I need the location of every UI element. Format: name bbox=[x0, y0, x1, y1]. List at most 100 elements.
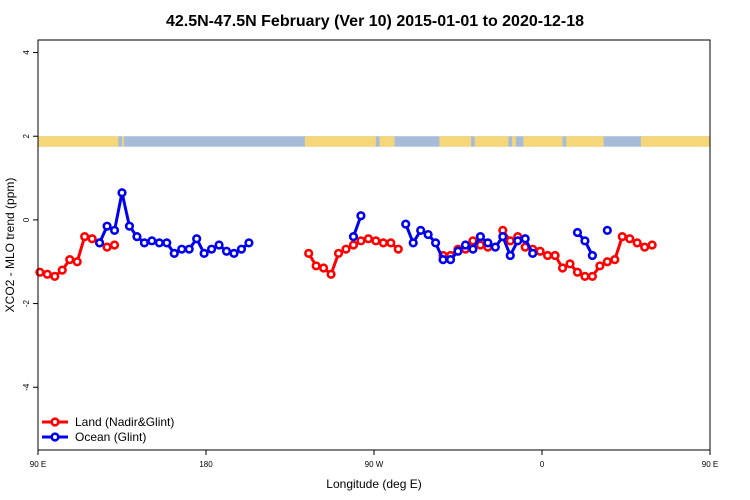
data-point bbox=[184, 244, 194, 254]
series-layer bbox=[35, 188, 657, 281]
y-axis-label: XCO2 - MLO trend (ppm) bbox=[3, 178, 17, 313]
data-point bbox=[580, 271, 590, 281]
data-point bbox=[94, 238, 105, 248]
land-band-segment bbox=[640, 136, 710, 147]
data-point bbox=[139, 238, 149, 248]
legend-marker bbox=[50, 432, 60, 442]
data-point bbox=[132, 232, 142, 242]
surface-type-band bbox=[38, 136, 710, 147]
data-point bbox=[445, 255, 456, 265]
data-point bbox=[147, 236, 157, 246]
data-point bbox=[378, 238, 388, 248]
x-tick-label: 90 E bbox=[702, 460, 718, 469]
data-point bbox=[535, 246, 545, 256]
plot-frame bbox=[37, 39, 711, 451]
data-point bbox=[363, 234, 374, 244]
data-point bbox=[124, 221, 135, 231]
data-point bbox=[207, 244, 217, 254]
series-ocean bbox=[94, 188, 612, 265]
data-point bbox=[565, 259, 575, 269]
data-point bbox=[162, 238, 172, 248]
axes: 90 E 180 90 W 0 90 E -4 -2 0 2 4 bbox=[22, 50, 718, 469]
data-point bbox=[244, 238, 254, 248]
data-point bbox=[640, 242, 650, 252]
data-point bbox=[475, 232, 486, 242]
y-tick-label: -4 bbox=[22, 383, 31, 391]
data-point bbox=[468, 244, 478, 254]
land-band-segment bbox=[566, 136, 604, 147]
data-point bbox=[393, 244, 403, 254]
data-point bbox=[87, 234, 97, 244]
data-point bbox=[505, 250, 515, 261]
data-point bbox=[221, 246, 232, 256]
data-point bbox=[505, 236, 515, 246]
data-point bbox=[348, 240, 359, 250]
x-tick-label: 180 bbox=[199, 460, 213, 469]
data-point bbox=[513, 236, 523, 246]
land-band-segment bbox=[512, 136, 516, 147]
data-point bbox=[632, 238, 642, 248]
data-point bbox=[117, 188, 127, 198]
data-point bbox=[326, 269, 336, 279]
data-point bbox=[386, 238, 396, 248]
data-point bbox=[595, 261, 605, 271]
data-point bbox=[602, 225, 612, 235]
data-point bbox=[42, 269, 52, 279]
legend-label: Land (Nadir&Glint) bbox=[75, 415, 174, 429]
data-point bbox=[528, 248, 538, 258]
data-point bbox=[311, 261, 321, 271]
data-point bbox=[371, 236, 381, 246]
data-point bbox=[80, 232, 90, 242]
data-point bbox=[580, 236, 590, 246]
data-point bbox=[341, 244, 351, 254]
data-point bbox=[498, 232, 508, 242]
data-point bbox=[192, 234, 202, 244]
data-point bbox=[572, 267, 583, 277]
data-point bbox=[490, 242, 500, 252]
data-point bbox=[348, 232, 359, 242]
series-land bbox=[35, 225, 657, 281]
data-point bbox=[109, 225, 120, 235]
data-point bbox=[431, 238, 441, 248]
x-tick-label: 90 W bbox=[365, 460, 384, 469]
data-point bbox=[356, 211, 366, 221]
legend-marker bbox=[50, 417, 60, 427]
data-point bbox=[72, 257, 82, 267]
data-point bbox=[177, 244, 187, 254]
data-point bbox=[647, 240, 657, 250]
data-point bbox=[483, 238, 493, 248]
data-point bbox=[587, 250, 598, 261]
data-point bbox=[229, 248, 239, 258]
y-tick-label: 4 bbox=[22, 50, 31, 55]
series-line bbox=[98, 191, 250, 255]
land-band-segment bbox=[38, 136, 119, 147]
land-band-segment bbox=[474, 136, 509, 147]
land-band-segment bbox=[122, 136, 124, 147]
land-band-segment bbox=[523, 136, 563, 147]
y-tick-label: 0 bbox=[22, 217, 31, 222]
data-point bbox=[236, 244, 247, 254]
data-point bbox=[304, 248, 314, 258]
data-point bbox=[199, 248, 209, 258]
data-point bbox=[542, 250, 553, 261]
x-tick-label: 90 E bbox=[30, 460, 46, 469]
data-point bbox=[602, 257, 612, 267]
data-point bbox=[587, 271, 598, 281]
data-point bbox=[453, 246, 463, 256]
legend-label: Ocean (Glint) bbox=[75, 430, 146, 444]
data-point bbox=[520, 234, 530, 244]
data-point bbox=[460, 240, 471, 250]
data-point bbox=[102, 242, 112, 252]
land-band-segment bbox=[439, 136, 472, 147]
land-band-segment bbox=[304, 136, 376, 147]
data-point bbox=[617, 232, 627, 242]
data-point bbox=[65, 255, 75, 265]
legend: Land (Nadir&Glint)Ocean (Glint) bbox=[42, 415, 174, 444]
data-point bbox=[557, 263, 568, 273]
x-axis-label: Longitude (deg E) bbox=[326, 477, 421, 491]
y-tick-label: 2 bbox=[22, 133, 31, 138]
data-point bbox=[408, 238, 418, 248]
data-point bbox=[214, 240, 224, 250]
data-point bbox=[356, 236, 366, 246]
